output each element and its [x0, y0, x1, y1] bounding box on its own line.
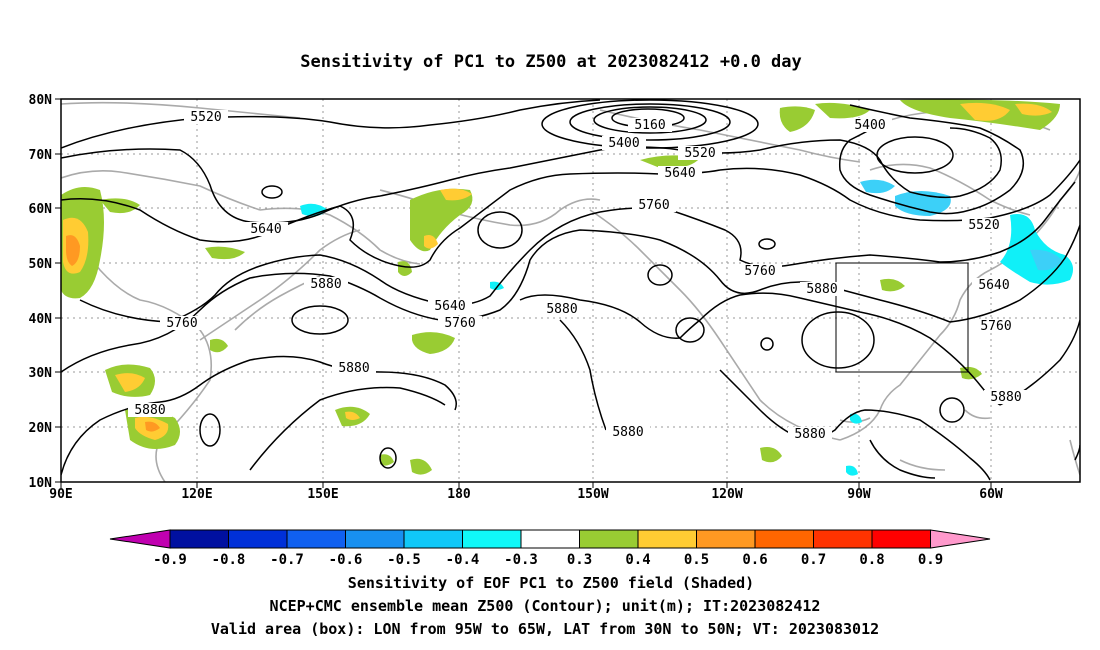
contour-labels: 5520 5160 5400 5520 5400 5640 5760 5640 …	[128, 110, 1028, 442]
lon-label: 150W	[577, 487, 608, 502]
contour-label: 5640	[250, 222, 281, 237]
colorbar-label: 0.4	[625, 552, 650, 568]
lat-label: 20N	[29, 421, 53, 436]
captions: Sensitivity of EOF PC1 to Z500 field (Sh…	[211, 574, 879, 638]
lat-label: 50N	[29, 257, 53, 272]
colorbar-label: -0.8	[212, 552, 246, 568]
contour-label: 5400	[854, 118, 885, 133]
contour-label: 5400	[608, 136, 639, 151]
z500-closed-contours	[199, 99, 965, 469]
colorbar-cell	[871, 529, 931, 549]
lon-label: 60W	[979, 487, 1003, 502]
colorbar-cell	[403, 529, 463, 549]
colorbar-labels: -0.9 -0.8 -0.7 -0.6 -0.5 -0.4 -0.3 0.3 0…	[153, 552, 943, 568]
caption-shading: Sensitivity of EOF PC1 to Z500 field (Sh…	[348, 574, 754, 592]
contour-label: 5760	[980, 319, 1011, 334]
lat-label: 60N	[29, 202, 53, 217]
colorbar-cell	[462, 529, 522, 549]
contour-label: 5640	[664, 166, 695, 181]
colorbar-cell	[520, 529, 580, 549]
negative-sensitivity-shading	[300, 179, 1074, 476]
colorbar-cell	[345, 529, 405, 549]
lat-label: 10N	[29, 476, 53, 491]
caption-contour: NCEP+CMC ensemble mean Z500 (Contour); u…	[270, 597, 821, 615]
contour-label: 5520	[968, 218, 999, 233]
lon-labels: 90E 120E 150E 180 150W 120W 90W 60W	[49, 487, 1003, 502]
map-frame	[60, 98, 1081, 483]
lat-label: 70N	[29, 148, 53, 163]
colorbar-label: 0.8	[859, 552, 884, 568]
figure-title: Sensitivity of PC1 to Z500 at 2023082412…	[300, 52, 802, 72]
colorbar	[109, 529, 991, 549]
colorbar-cell	[286, 529, 346, 549]
colorbar-label: 0.7	[801, 552, 826, 568]
colorbar-cell	[637, 529, 697, 549]
lon-label: 120W	[711, 487, 742, 502]
valid-area-box	[835, 262, 969, 373]
z500-contours	[61, 99, 1080, 481]
lon-ticks	[60, 482, 992, 488]
contour-label: 5520	[684, 146, 715, 161]
contour-label: 5880	[794, 427, 825, 442]
colorbar-cell	[754, 529, 814, 549]
map-content: 5520 5160 5400 5520 5400 5640 5760 5640 …	[61, 99, 1080, 482]
lon-label: 90W	[847, 487, 871, 502]
contour-label: 5640	[434, 299, 465, 314]
lat-ticks	[55, 98, 61, 483]
contour-label: 5880	[338, 361, 369, 376]
lat-labels: 80N 70N 60N 50N 40N 30N 20N 10N	[29, 93, 53, 491]
lon-label: 90E	[49, 487, 72, 502]
contour-label: 5880	[134, 403, 165, 418]
contour-label: 5880	[612, 425, 643, 440]
contour-label: 5880	[806, 282, 837, 297]
colorbar-cell	[228, 529, 288, 549]
contour-label: 5640	[978, 278, 1009, 293]
colorbar-cell	[696, 529, 756, 549]
colorbar-label: -0.7	[270, 552, 304, 568]
colorbar-cell	[813, 529, 873, 549]
colorbar-label: -0.9	[153, 552, 187, 568]
colorbar-label: 0.3	[567, 552, 592, 568]
sensitivity-shading	[61, 99, 1060, 475]
contour-label: 5880	[990, 390, 1021, 405]
colorbar-cell	[169, 529, 229, 549]
lat-label: 40N	[29, 312, 53, 327]
contour-label: 5880	[310, 277, 341, 292]
colorbar-cell	[579, 529, 639, 549]
colorbar-cell	[930, 529, 991, 549]
colorbar-label: -0.4	[446, 552, 480, 568]
colorbar-cell	[109, 529, 171, 549]
colorbar-label: -0.3	[504, 552, 538, 568]
contour-label: 5760	[744, 264, 775, 279]
colorbar-label: -0.6	[329, 552, 363, 568]
colorbar-label: 0.9	[918, 552, 943, 568]
lat-label: 30N	[29, 366, 53, 381]
caption-valid-area: Valid area (box): LON from 95W to 65W, L…	[211, 620, 879, 638]
contour-label: 5760	[444, 316, 475, 331]
colorbar-label: 0.6	[742, 552, 767, 568]
contour-label: 5160	[634, 118, 665, 133]
contour-label: 5880	[546, 302, 577, 317]
contour-label: 5760	[638, 198, 669, 213]
lat-label: 80N	[29, 93, 53, 108]
colorbar-label: 0.5	[684, 552, 709, 568]
colorbar-label: -0.5	[387, 552, 421, 568]
lon-label: 180	[447, 487, 471, 502]
graticule	[61, 99, 1080, 482]
contour-label: 5760	[166, 316, 197, 331]
contour-label: 5520	[190, 110, 221, 125]
lon-label: 120E	[181, 487, 212, 502]
lon-label: 150E	[307, 487, 338, 502]
